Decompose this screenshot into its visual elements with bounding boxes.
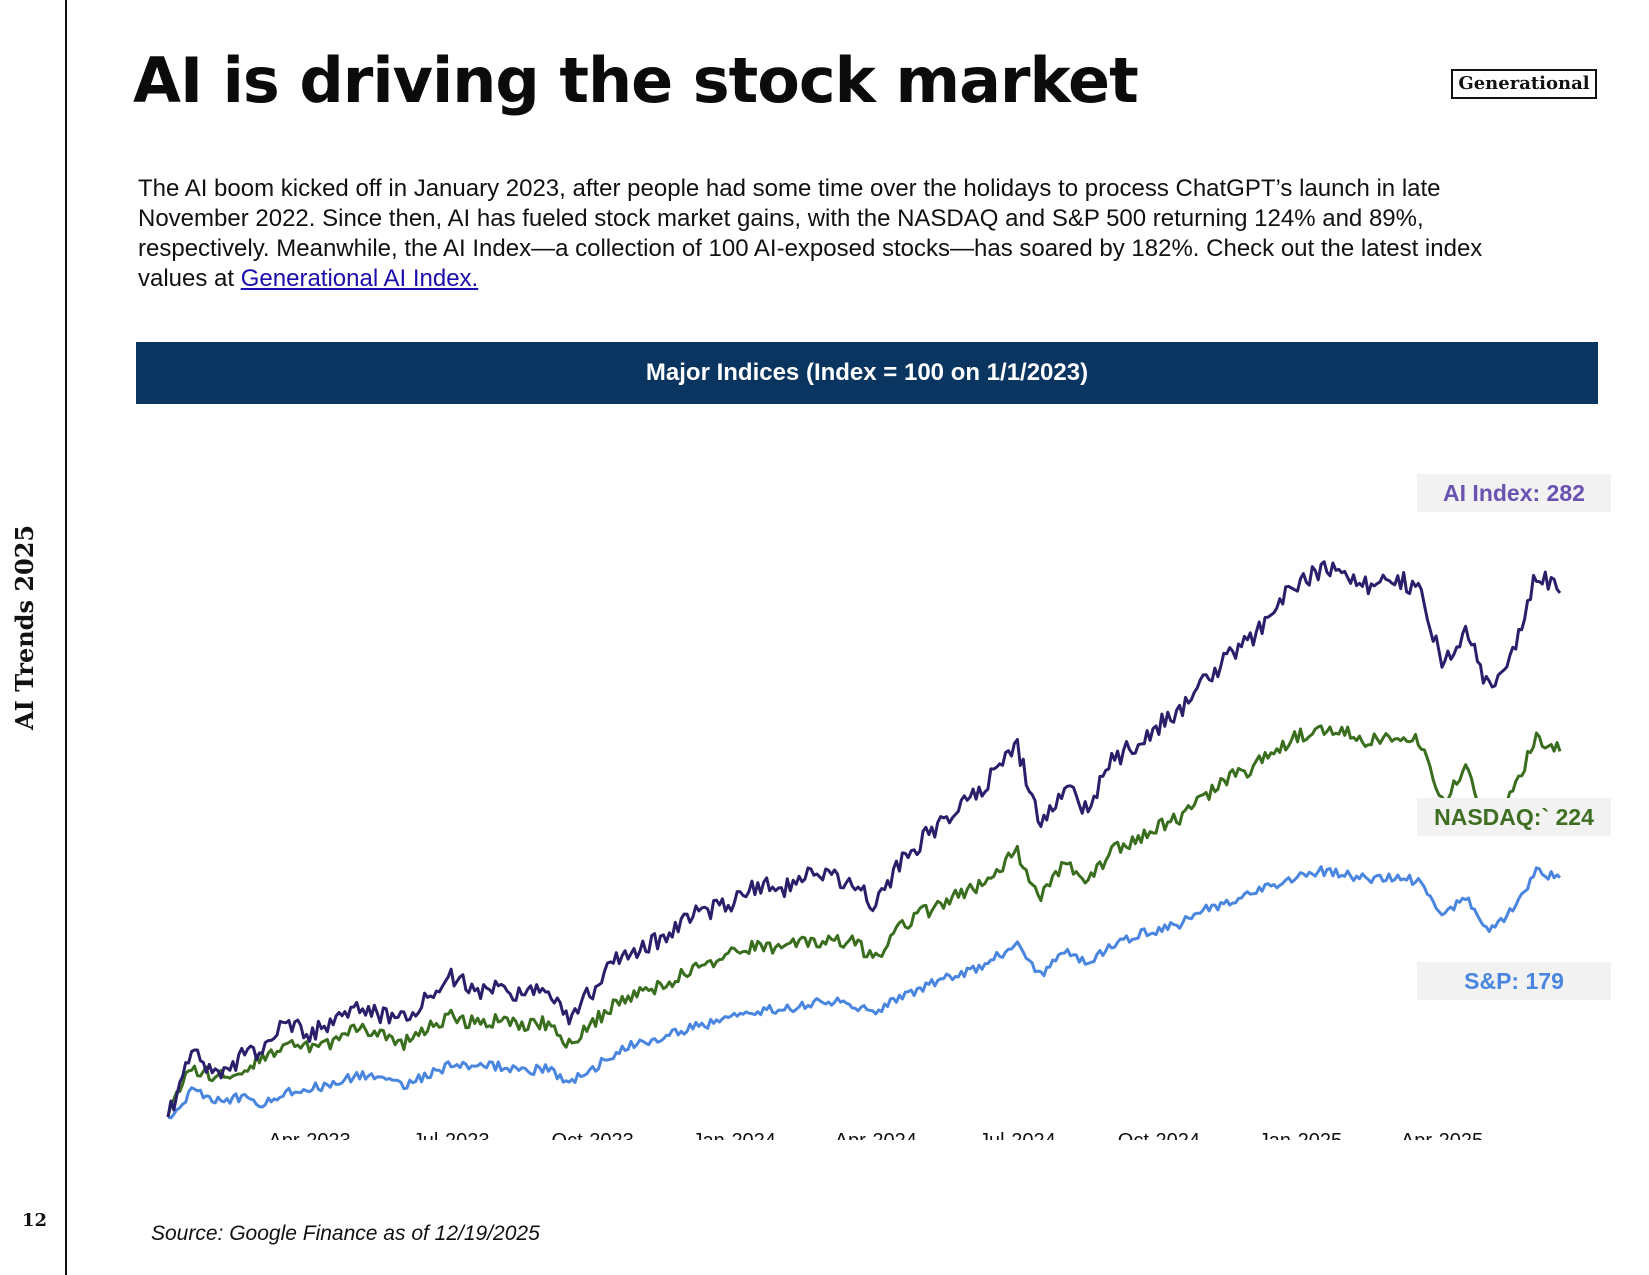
series-label-text: NASDAQ:` 224	[1434, 804, 1594, 830]
series-label-ai-index: AI Index: 282	[1417, 474, 1611, 512]
generational-ai-index-link[interactable]: Generational AI Index.	[240, 265, 479, 292]
line-chart: AI Index: 282 NASDAQ:` 224 S&P: 179 Apr-202…	[166, 474, 1611, 1140]
chart-title-banner: Major Indices (Index = 100 on 1/1/2023)	[136, 342, 1598, 404]
sidebar-divider	[65, 0, 67, 1275]
x-tick-label: Apr-2023	[268, 1130, 350, 1140]
series-line-nasdaq	[166, 724, 1562, 1118]
x-tick-label: Apr-2025	[1401, 1130, 1483, 1140]
x-tick-label: Jan-2024	[693, 1130, 776, 1140]
x-tick-label: Oct-2024	[1118, 1130, 1200, 1140]
series-line-s-p	[167, 865, 1562, 1120]
series-label-nasdaq: NASDAQ:` 224	[1417, 798, 1611, 836]
x-tick-label: Jul-2023	[413, 1130, 490, 1140]
intro-paragraph: The AI boom kicked off in January 2023, …	[138, 174, 1548, 294]
source-note: Source: Google Finance as of 12/19/2025	[151, 1222, 540, 1245]
series-label-text: AI Index: 282	[1443, 480, 1585, 506]
x-tick-label: Apr-2024	[835, 1130, 917, 1140]
series-label-s-p: S&P: 179	[1417, 962, 1611, 1000]
intro-text: The AI boom kicked off in January 2023, …	[138, 175, 1483, 292]
page-title: AI is driving the stock market	[133, 44, 1139, 117]
series-line-ai-index	[166, 560, 1562, 1118]
x-tick-label: Jan-2025	[1259, 1130, 1342, 1140]
page-number: 12	[22, 1210, 48, 1231]
generational-badge: Generational	[1451, 69, 1597, 99]
series-label-text: S&P: 179	[1464, 968, 1564, 994]
x-tick-label: Oct-2023	[552, 1130, 634, 1140]
x-tick-label: Jul-2024	[979, 1130, 1056, 1140]
